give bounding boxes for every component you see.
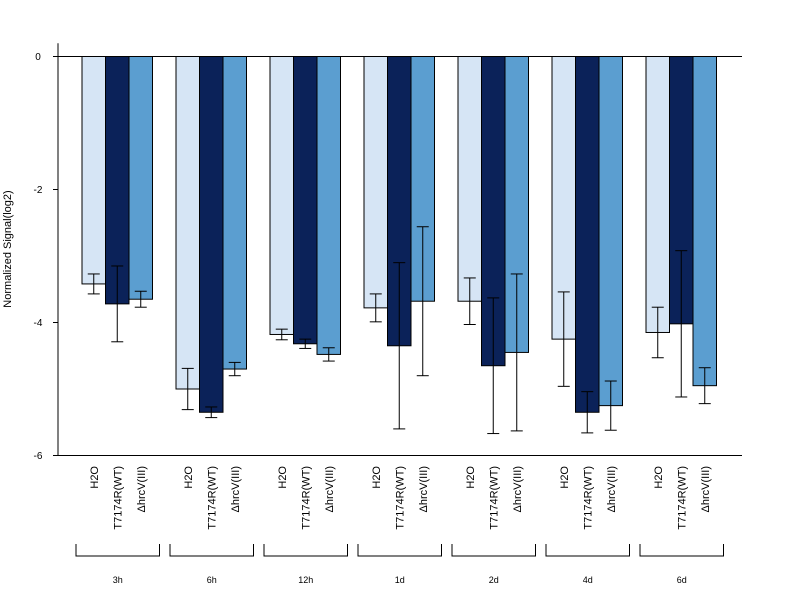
- group-bracket: [545, 544, 630, 557]
- x-tick-label: ΔhrcV(III): [512, 466, 524, 512]
- x-tick-label: T7174R(WT): [206, 466, 218, 530]
- x-tick-label: H2O: [559, 466, 571, 489]
- bar: [293, 56, 318, 345]
- x-tick-label: ΔhrcV(III): [230, 466, 242, 512]
- bar: [316, 56, 341, 355]
- x-tick-label: ΔhrcV(III): [700, 466, 712, 512]
- y-axis: 0 -2 -4 -6: [34, 43, 59, 462]
- y-tick-label: -2: [34, 185, 43, 196]
- group-label: 12h: [298, 575, 313, 585]
- bar: [575, 56, 600, 413]
- bar: [645, 56, 670, 333]
- x-tick-label: H2O: [371, 466, 383, 489]
- bar: [81, 56, 106, 285]
- x-tick-label: ΔhrcV(III): [418, 466, 430, 512]
- x-tick-label: ΔhrcV(III): [606, 466, 618, 512]
- group-label: 6d: [677, 575, 687, 585]
- x-tick-label: H2O: [183, 466, 195, 489]
- group-bracket: [75, 544, 160, 557]
- bar: [128, 56, 153, 300]
- y-tick-label: 0: [35, 52, 41, 63]
- x-tick-label: ΔhrcV(III): [324, 466, 336, 512]
- x-tick-label: T7174R(WT): [394, 466, 406, 530]
- bar: [692, 56, 717, 387]
- bar: [199, 56, 224, 413]
- x-tick-label: T7174R(WT): [112, 466, 124, 530]
- group-label: 4d: [583, 575, 593, 585]
- plot-bars: [81, 56, 717, 413]
- group-bracket: [263, 544, 348, 557]
- group-label: 2d: [489, 575, 499, 585]
- group-bracket: [169, 544, 254, 557]
- group-bracket: [357, 544, 442, 557]
- group-label: 3h: [113, 575, 123, 585]
- x-tick-label: T7174R(WT): [488, 466, 500, 530]
- group-label: 1d: [395, 575, 405, 585]
- group-bracket: [639, 544, 724, 557]
- bar: [175, 56, 200, 390]
- x-tick-label: H2O: [89, 466, 101, 489]
- x-tick-labels: H2O T7174R(WT) ΔhrcV(III) H2O T7174R(WT) Δhrc…: [89, 466, 712, 530]
- x-tick-label: T7174R(WT): [300, 466, 312, 530]
- y-tick-label: -6: [34, 451, 43, 462]
- x-tick-label: ΔhrcV(III): [136, 466, 148, 512]
- bar: [222, 56, 247, 370]
- group-label: 6h: [207, 575, 217, 585]
- bar: [598, 56, 623, 407]
- x-tick-label: T7174R(WT): [676, 466, 688, 530]
- error-bars: [87, 226, 711, 435]
- x-tick-label: H2O: [465, 466, 477, 489]
- bar: [269, 56, 294, 335]
- group-bracket: [451, 544, 536, 557]
- x-tick-label: T7174R(WT): [582, 466, 594, 530]
- y-axis-label: Normalized Signal(log2): [2, 190, 14, 307]
- x-tick-label: H2O: [277, 466, 289, 489]
- group-brackets: 3h 6h 12h 1d 2d 4d 6d: [75, 544, 724, 585]
- y-tick-label: -4: [34, 318, 43, 329]
- bar: [363, 56, 388, 309]
- bar: [457, 56, 482, 302]
- x-tick-label: H2O: [653, 466, 665, 489]
